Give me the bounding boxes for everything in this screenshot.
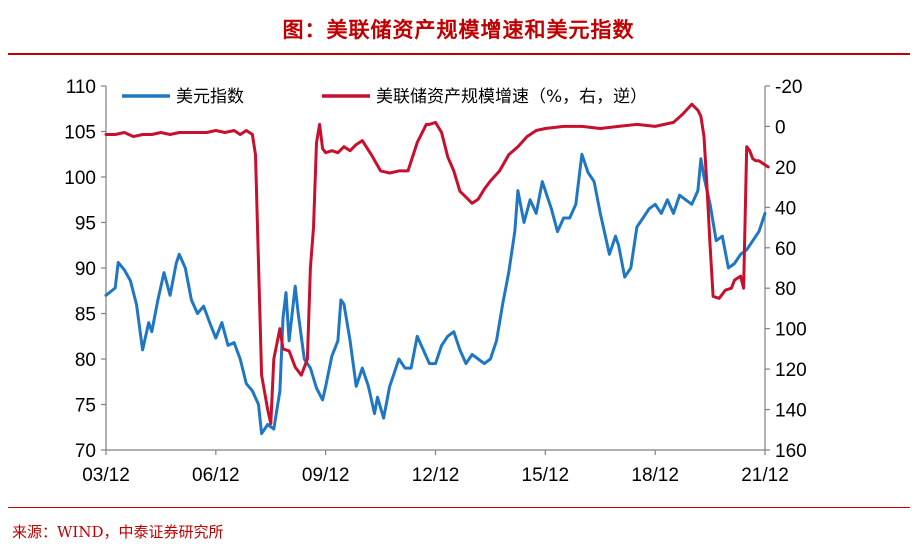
- usd-index-line: [104, 152, 767, 436]
- right-tick-label: 20: [775, 158, 796, 179]
- legend-label: 美联储资产规模增速（%，右，逆）: [376, 87, 647, 107]
- x-tick-label: 03/12: [82, 465, 130, 486]
- left-tick-label: 70: [75, 441, 96, 462]
- left-tick-label: 90: [75, 259, 96, 280]
- left-tick-label: 100: [64, 168, 96, 189]
- left-tick-label: 105: [64, 123, 96, 144]
- right-tick-label: -20: [775, 77, 802, 98]
- footer-divider: [8, 507, 910, 508]
- right-tick-label: 80: [775, 279, 796, 300]
- right-tick-label: 120: [775, 360, 807, 381]
- right-tick-label: 160: [775, 441, 807, 462]
- source-note: 来源：WIND，中泰证券研究所: [12, 523, 224, 541]
- left-tick-label: 75: [75, 396, 96, 417]
- title-underline: [8, 53, 910, 55]
- x-tick-label: 12/12: [412, 465, 460, 486]
- right-tick-label: 0: [775, 117, 786, 138]
- x-tick-label: 18/12: [631, 465, 679, 486]
- x-tick-label: 21/12: [741, 465, 789, 486]
- x-tick-label: 06/12: [192, 465, 240, 486]
- axes: 70 75 80 85 90 95 100 105 110 -20 0 20 40 60 80 100 120 1…: [64, 77, 806, 486]
- left-tick-label: 95: [75, 214, 96, 235]
- chart-title: 图：美联储资产规模增速和美元指数: [282, 17, 635, 42]
- legend-label: 美元指数: [176, 87, 244, 107]
- right-tick-label: 40: [775, 198, 796, 219]
- left-tick-label: 85: [75, 305, 96, 326]
- series-lines: [104, 102, 770, 436]
- right-tick-label: 140: [775, 401, 807, 422]
- fed-asset-growth-line: [104, 102, 770, 426]
- right-tick-label: 100: [775, 320, 807, 341]
- right-tick-label: 60: [775, 239, 796, 260]
- x-tick-label: 15/12: [522, 465, 570, 486]
- x-tick-label: 09/12: [302, 465, 350, 486]
- left-tick-label: 80: [75, 350, 96, 371]
- legend: 美元指数 美联储资产规模增速（%，右，逆）: [122, 87, 647, 107]
- left-tick-label: 110: [66, 77, 96, 98]
